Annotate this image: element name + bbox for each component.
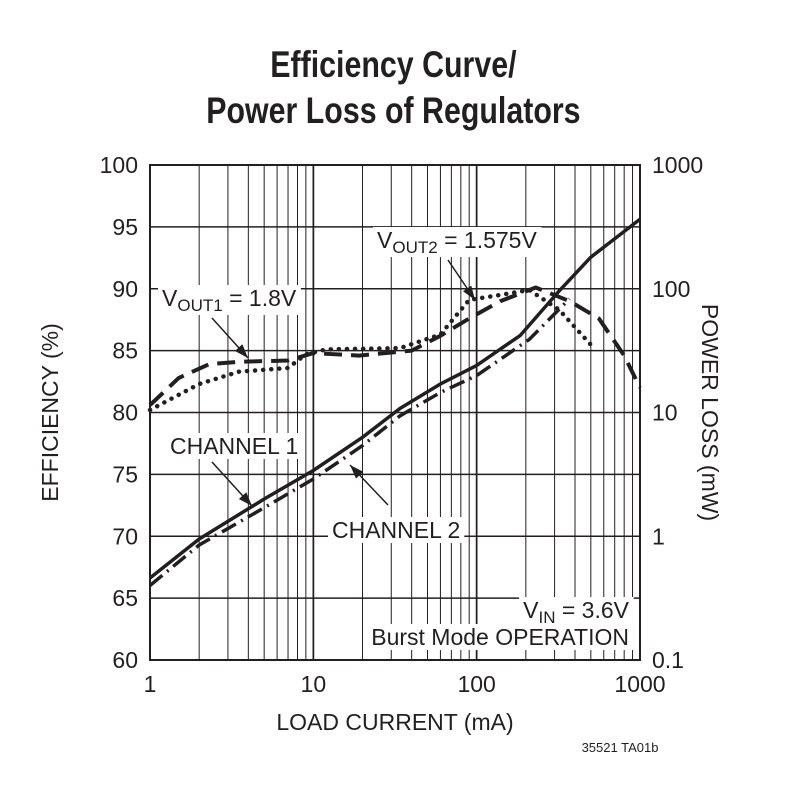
x-axis-label: LOAD CURRENT (mA) bbox=[276, 709, 513, 735]
vout2-label-background bbox=[373, 227, 542, 257]
vout1-label: VOUT1 = 1.8V bbox=[162, 285, 297, 315]
series-line-dash-dot bbox=[148, 297, 571, 587]
y2-tick-label: 0.1 bbox=[652, 647, 684, 673]
vout2-label-rest: = 1.575V bbox=[438, 227, 538, 253]
vout2-arrow-head bbox=[463, 285, 475, 300]
y-tick-label: 100 bbox=[100, 152, 138, 178]
footnote: 35521 TA01b bbox=[582, 740, 659, 755]
title-line-2: Power Loss of Regulators bbox=[206, 90, 581, 131]
vout1-arrow-head bbox=[234, 344, 248, 358]
plot-frame bbox=[149, 164, 641, 661]
y-tick-label: 60 bbox=[112, 647, 138, 673]
y-tick-label: 80 bbox=[112, 400, 138, 426]
title-line-1: Efficiency Curve/ bbox=[270, 44, 517, 85]
vin-label-v: V bbox=[523, 597, 539, 623]
ch1-arrow-head bbox=[238, 492, 252, 506]
x-tick-label: 1000 bbox=[614, 671, 665, 697]
y2-tick-label: 10 bbox=[652, 400, 678, 426]
ch2-label-background bbox=[328, 517, 465, 543]
y-tick-label: 85 bbox=[112, 338, 138, 364]
x-tick-label: 10 bbox=[301, 671, 327, 697]
y2-tick-label: 1000 bbox=[652, 152, 703, 178]
vout1-label-background bbox=[158, 285, 301, 315]
mode-label: Burst Mode OPERATION bbox=[371, 624, 629, 650]
x-tick-label: 100 bbox=[457, 671, 495, 697]
y2-tick-label: 100 bbox=[652, 276, 690, 302]
mode-label-background bbox=[367, 624, 633, 650]
vout2-label: VOUT2 = 1.575V bbox=[377, 227, 537, 257]
chart-title: Efficiency Curve/ Power Loss of Regulato… bbox=[71, 42, 716, 134]
y-axis-label: EFFICIENCY (%) bbox=[37, 323, 63, 501]
vin-label-rest: = 3.6V bbox=[555, 597, 629, 623]
vout1-label-v: V bbox=[162, 285, 178, 311]
y-tick-label: 65 bbox=[112, 585, 138, 611]
vin-label: VIN = 3.6V bbox=[523, 597, 630, 627]
series-line-solid bbox=[148, 217, 642, 580]
series-line-dotted bbox=[147, 287, 598, 413]
x-tick-label: 1 bbox=[144, 671, 157, 697]
ch2-label: CHANNEL 2 bbox=[332, 517, 460, 543]
vout2-label-v: V bbox=[377, 227, 393, 253]
y-tick-label: 70 bbox=[112, 523, 138, 549]
y-tick-label: 75 bbox=[112, 461, 138, 487]
y2-axis-label: POWER LOSS (mW) bbox=[697, 304, 723, 521]
y-tick-label: 90 bbox=[112, 276, 138, 302]
vout2-label-sub: OUT2 bbox=[392, 238, 437, 257]
y2-tick-label: 1 bbox=[652, 523, 665, 549]
vin-label-background bbox=[519, 597, 634, 627]
ch1-label-background bbox=[166, 433, 303, 459]
ch1-label: CHANNEL 1 bbox=[170, 433, 298, 459]
ch2-arrow-head bbox=[350, 465, 364, 479]
axes: 1 10 100 1000 60 65 70 75 80 85 90 95 100 0.1 1 10 100 10… bbox=[37, 152, 723, 755]
vin-label-sub: IN bbox=[538, 608, 555, 627]
y-tick-label: 95 bbox=[112, 214, 138, 240]
series-line-dashed bbox=[148, 285, 642, 407]
vout1-label-rest: = 1.8V bbox=[223, 285, 297, 311]
vout1-label-sub: OUT1 bbox=[177, 296, 222, 315]
curves bbox=[147, 217, 642, 587]
